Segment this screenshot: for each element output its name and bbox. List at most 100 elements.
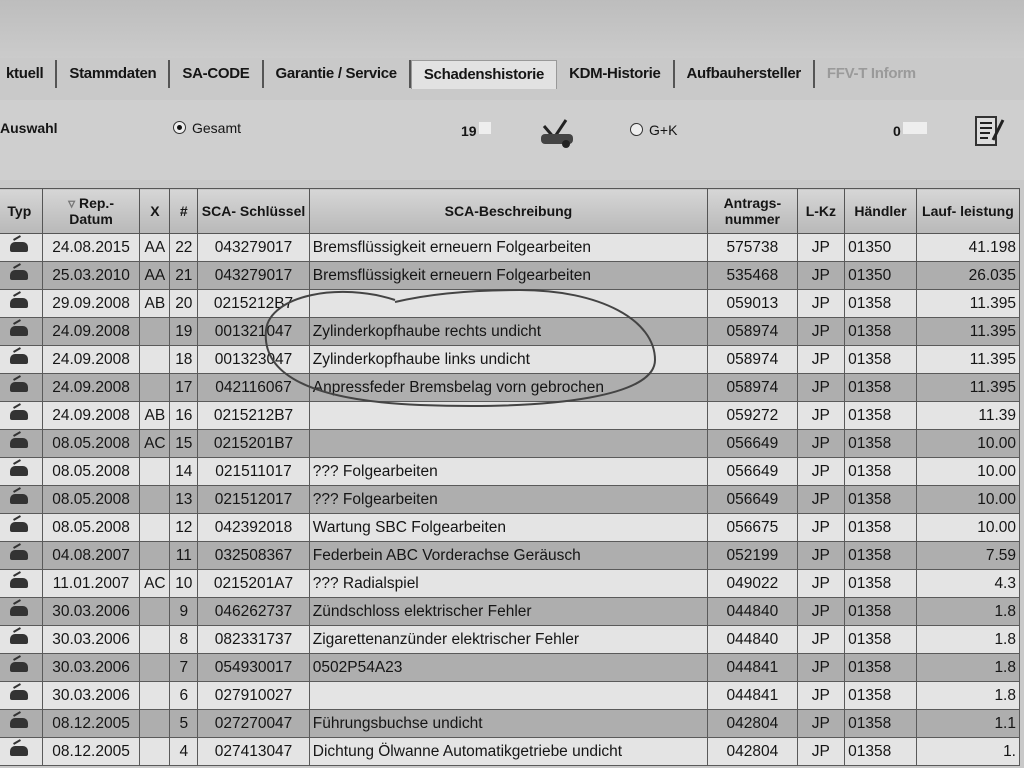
column-header[interactable]: Typ [0, 188, 43, 234]
cell-type [0, 625, 43, 654]
cell-sca-key: 027910027 [197, 681, 310, 710]
cell-application-number: 056649 [707, 457, 798, 486]
cell-dealer: 01358 [844, 625, 917, 654]
table-row[interactable]: 29.09.2008 AB 20 0215212B7 059013 JP 01358 11.3… [0, 289, 1021, 318]
cell-dealer: 01358 [844, 513, 917, 542]
cell-mileage: 26.035 [915, 261, 1021, 290]
column-header-label: L-Kz [805, 203, 837, 219]
car-icon [10, 549, 29, 560]
cell-type [0, 653, 43, 682]
table-row[interactable]: 04.08.2007 11 032508367 Federbein ABC Vorde… [0, 541, 1021, 570]
cell-dealer: 01358 [844, 429, 917, 458]
car-icon [10, 269, 29, 280]
table-row[interactable]: 08.12.2005 5 027270047 Führungsbuchse undic… [0, 709, 1021, 738]
table-row[interactable]: 24.09.2008 17 042116067 Anpressfeder Bremsb… [0, 373, 1021, 402]
tab-garantie-service[interactable]: Garantie / Service [264, 60, 411, 88]
tab-sa-code[interactable]: SA-CODE [170, 60, 264, 88]
column-header-label: # [179, 203, 188, 219]
cell-sca-description [308, 401, 709, 430]
cell-country-code: JP [796, 513, 846, 542]
cell-application-number: 044840 [707, 625, 798, 654]
car-icon [10, 605, 29, 616]
car-repair-icon[interactable] [538, 116, 576, 151]
column-header[interactable]: # [169, 188, 199, 234]
car-icon [10, 689, 29, 700]
cell-type [0, 317, 43, 346]
column-header[interactable]: L-Kz [796, 188, 846, 234]
gk-label: G+K [649, 122, 678, 138]
cell-rep-date: 08.05.2008 [41, 429, 141, 458]
cell-type [0, 681, 43, 710]
table-row[interactable]: 08.05.2008 AC 15 0215201B7 056649 JP 01358 10.0… [0, 429, 1021, 458]
cell-x-code [139, 541, 171, 570]
cell-sca-key: 0215201B7 [197, 429, 310, 458]
radio-gesamt[interactable]: Gesamt [173, 120, 241, 136]
cell-type [0, 429, 43, 458]
cell-mileage: 1.8 [915, 597, 1021, 626]
cell-rep-date: 24.09.2008 [41, 317, 141, 346]
tab-kdm-historie[interactable]: KDM-Historie [557, 60, 675, 88]
column-header[interactable]: X [139, 188, 171, 234]
table-row[interactable]: 11.01.2007 AC 10 0215201A7??? Radialspiel 04… [0, 569, 1021, 598]
column-header[interactable]: ▿ Rep.- Datum [41, 188, 141, 234]
table-row[interactable]: 30.03.2006 7 054930017 0502P54A23 044841 JP 01… [0, 653, 1021, 682]
table-row[interactable]: 08.05.2008 13 021512017??? Folgearbeiten 05… [0, 485, 1021, 514]
cell-sca-description: Zigarettenanzünder elektrischer Fehler [308, 625, 709, 654]
table-row[interactable]: 24.09.2008 19 001321047 Zylinderkopfhaube r… [0, 317, 1021, 346]
cell-number: 17 [169, 373, 199, 402]
table-row[interactable]: 24.09.2008 AB 16 0215212B7 059272 JP 01358 11.3… [0, 401, 1021, 430]
tab-ktuell[interactable]: ktuell [0, 60, 58, 88]
cell-sca-description: Federbein ABC Vorderachse Geräusch [308, 541, 709, 570]
column-header[interactable]: SCA-Beschreibung [308, 188, 709, 234]
table-row[interactable]: 30.03.2006 9 046262737 Zündschloss elektris… [0, 597, 1021, 626]
cell-country-code: JP [796, 709, 846, 738]
cell-sca-key: 042392018 [197, 513, 310, 542]
table-row[interactable]: 24.08.2015 AA 22 043279017 Bremsflüssigkeit … [0, 233, 1021, 262]
cell-rep-date: 30.03.2006 [41, 653, 141, 682]
tab-schadenshistorie[interactable]: Schadenshistorie [410, 59, 558, 89]
table-row[interactable]: 08.05.2008 12 042392018 Wartung SBC Folgear… [0, 513, 1021, 542]
cell-type [0, 373, 43, 402]
table-row[interactable]: 08.05.2008 14 021511017??? Folgearbeiten 05… [0, 457, 1021, 486]
gk-count: 0 [893, 122, 927, 139]
cell-sca-key: 021512017 [197, 485, 310, 514]
cell-rep-date: 24.08.2015 [41, 233, 141, 262]
cell-rep-date: 04.08.2007 [41, 541, 141, 570]
column-header[interactable]: Händler [844, 188, 917, 234]
cell-mileage: 10.00 [915, 485, 1021, 514]
cell-dealer: 01358 [844, 569, 917, 598]
cell-sca-description: Anpressfeder Bremsbelag vorn gebrochen [308, 373, 709, 402]
table-row[interactable]: 25.03.2010 AA 21 043279017 Bremsflüssigkeit … [0, 261, 1021, 290]
tab-aufbauhersteller[interactable]: Aufbauhersteller [675, 60, 815, 88]
cell-mileage: 11.39 [915, 401, 1021, 430]
radio-gk[interactable]: G+K [630, 122, 677, 138]
cell-dealer: 01358 [844, 317, 917, 346]
cell-rep-date: 30.03.2006 [41, 625, 141, 654]
report-list-icon[interactable] [973, 114, 1005, 151]
table-row[interactable]: 30.03.2006 8 082331737 Zigarettenanzünder e… [0, 625, 1021, 654]
table-row[interactable]: 08.12.2005 4 027413047 Dichtung Ölwanne Aut… [0, 737, 1021, 766]
cell-country-code: JP [796, 597, 846, 626]
cell-number: 8 [169, 625, 199, 654]
tab-stammdaten[interactable]: Stammdaten [57, 60, 171, 88]
cell-number: 14 [169, 457, 199, 486]
cell-mileage: 1.8 [915, 681, 1021, 710]
cell-mileage: 1.1 [915, 709, 1021, 738]
cell-application-number: 056675 [707, 513, 798, 542]
cell-country-code: JP [796, 625, 846, 654]
car-icon [10, 325, 29, 336]
car-icon [10, 409, 29, 420]
cell-country-code: JP [796, 541, 846, 570]
cell-country-code: JP [796, 317, 846, 346]
column-header[interactable]: Antrags- nummer [707, 188, 798, 234]
cell-country-code: JP [796, 653, 846, 682]
table-row[interactable]: 24.09.2008 18 001323047 Zylinderkopfhaube l… [0, 345, 1021, 374]
column-header[interactable]: Lauf- leistung [915, 188, 1021, 234]
cell-application-number: 044841 [707, 653, 798, 682]
cell-sca-description: Dichtung Ölwanne Automatikgetriebe undic… [308, 737, 709, 766]
column-header[interactable]: SCA- Schlüssel [197, 188, 310, 234]
table-row[interactable]: 30.03.2006 6 027910027 044841 JP 01358 1.8 [0, 681, 1021, 710]
cell-sca-key: 0215201A7 [197, 569, 310, 598]
cell-dealer: 01358 [844, 485, 917, 514]
cell-x-code [139, 345, 171, 374]
